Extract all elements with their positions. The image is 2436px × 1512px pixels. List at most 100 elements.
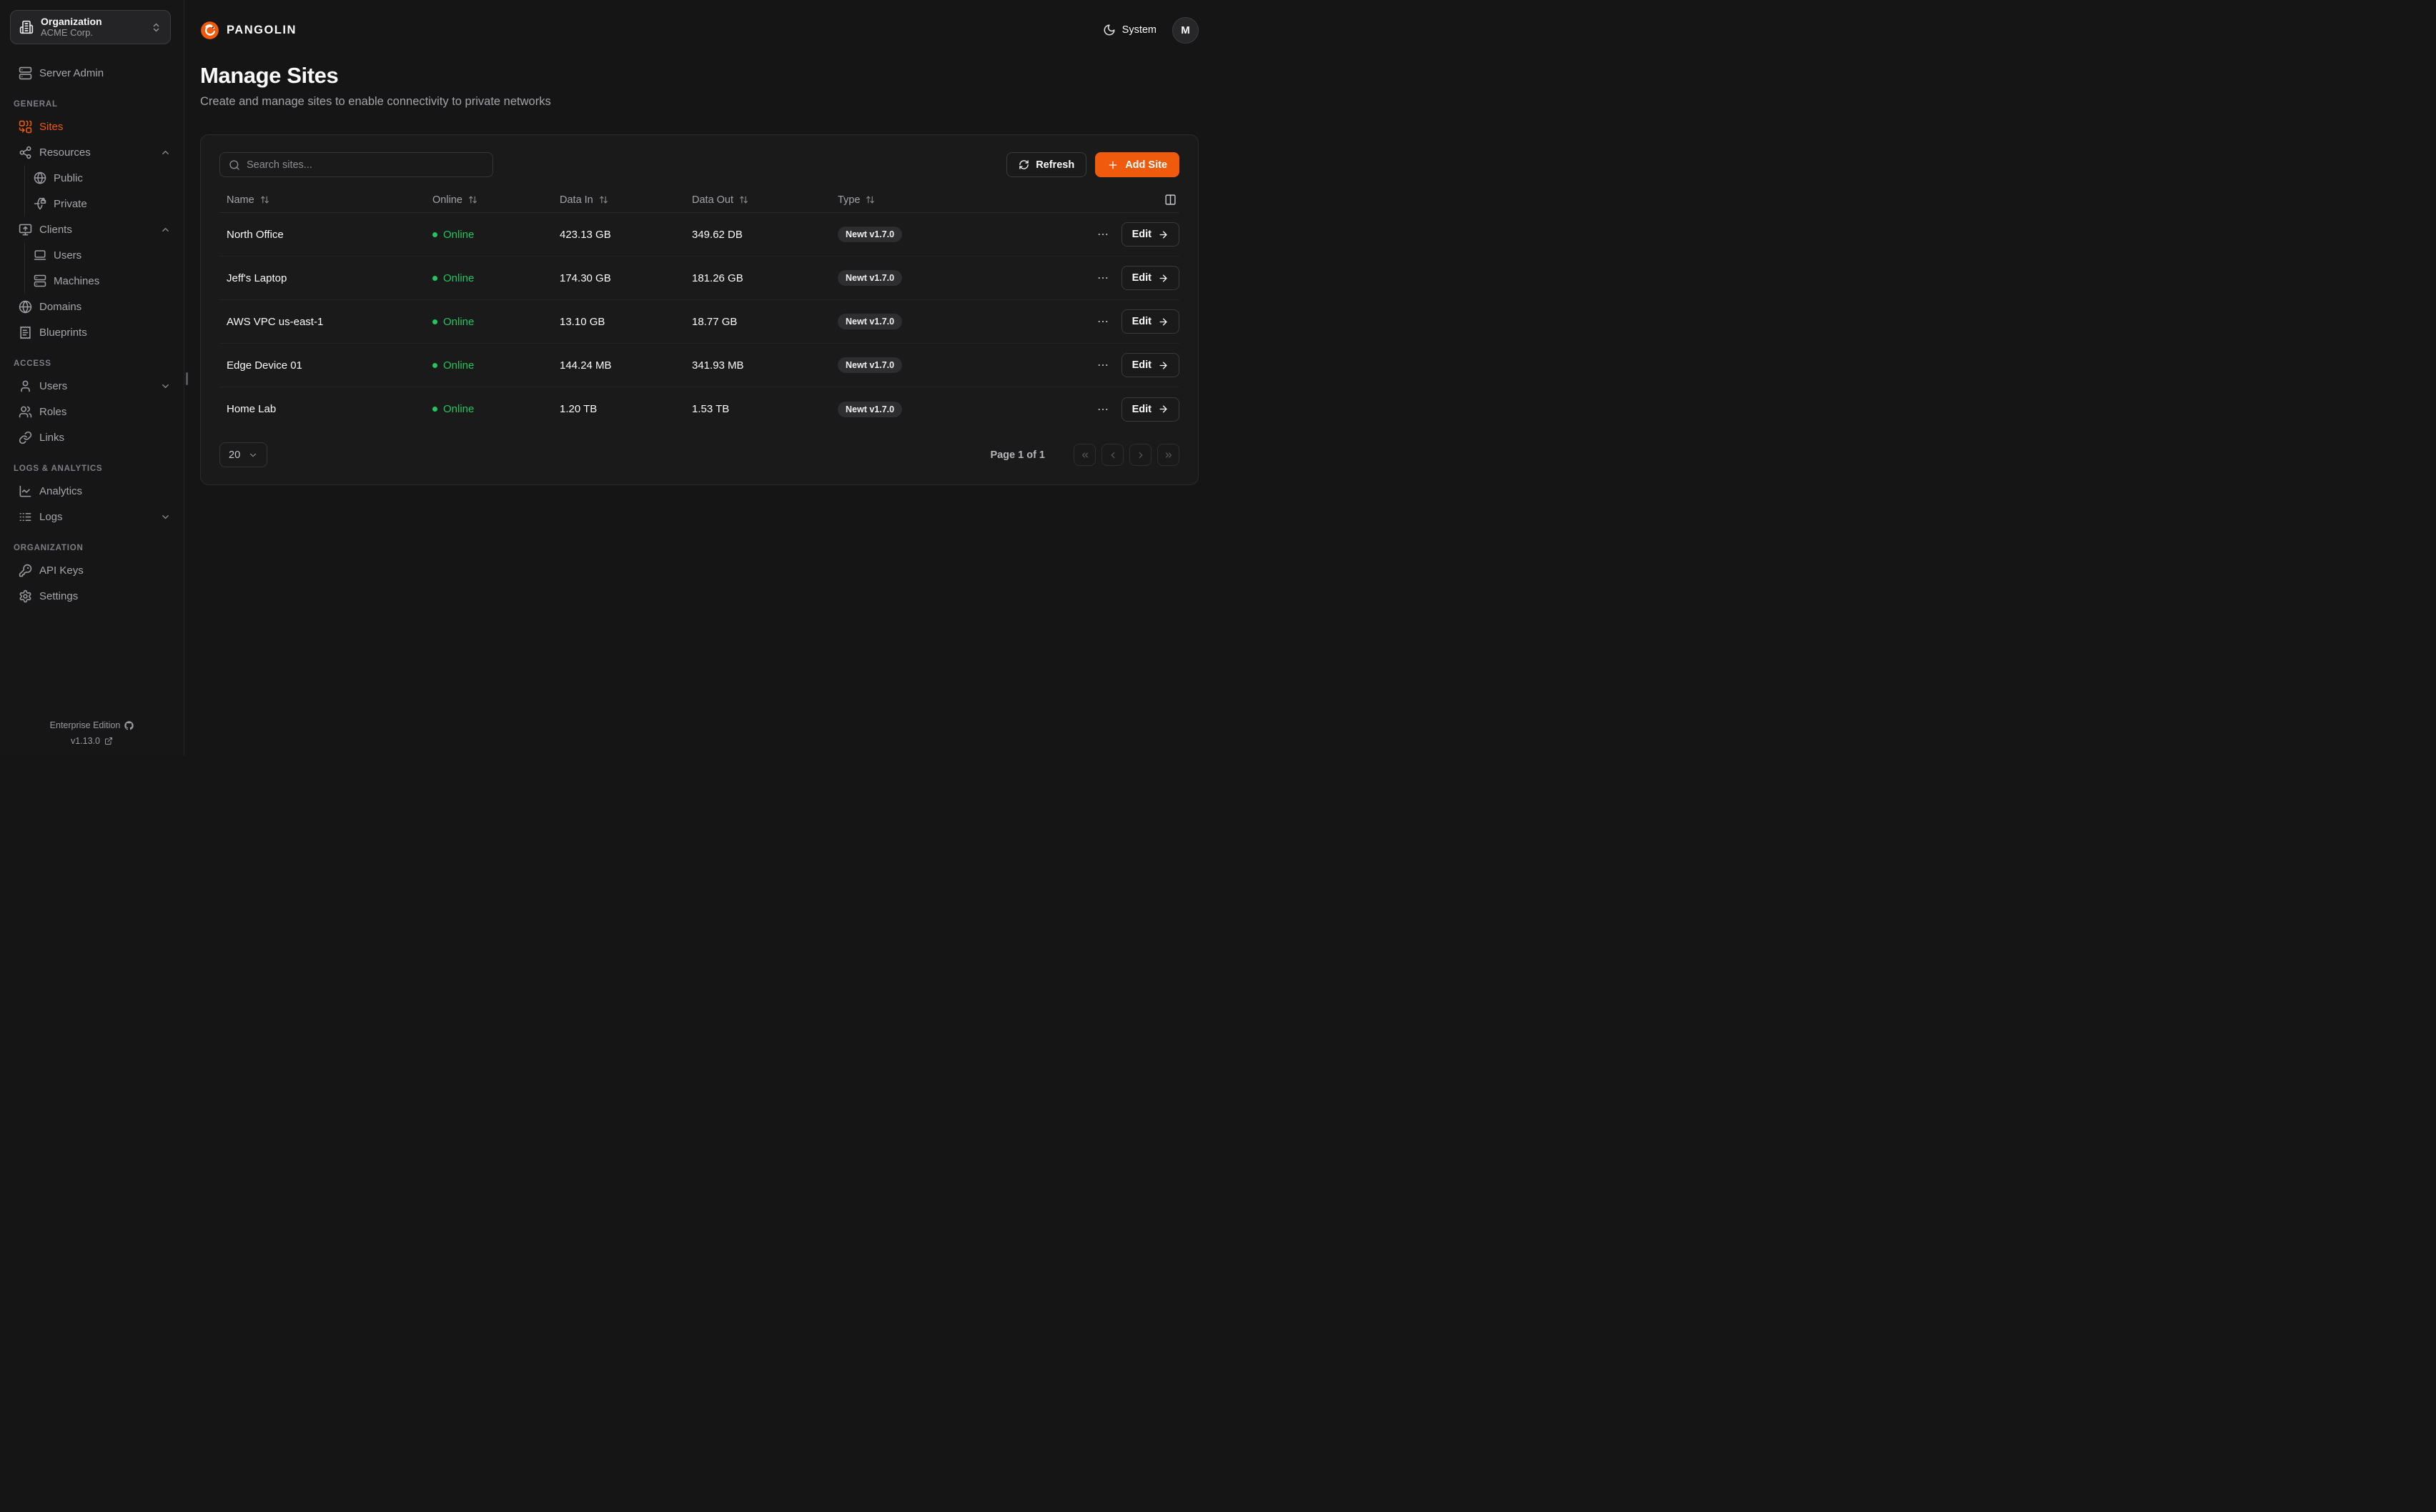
edit-button[interactable]: Edit xyxy=(1121,397,1179,422)
brand-name: PANGOLIN xyxy=(227,23,297,36)
search-input[interactable] xyxy=(247,159,484,171)
add-site-button[interactable]: Add Site xyxy=(1095,152,1179,177)
data-out-value: 349.62 DB xyxy=(692,228,743,241)
chevrons-up-down-icon xyxy=(151,22,162,33)
sort-data-out-button[interactable]: Data Out xyxy=(692,194,748,206)
data-out-value: 18.77 GB xyxy=(692,315,738,328)
sidebar: Organization ACME Corp. Server Admin GEN… xyxy=(0,0,184,756)
resources-icon xyxy=(19,146,32,159)
version-line[interactable]: v1.13.0 xyxy=(71,736,113,746)
sort-online-button[interactable]: Online xyxy=(432,194,477,206)
edit-button[interactable]: Edit xyxy=(1121,266,1179,290)
online-status: Online xyxy=(432,272,560,284)
more-options-button[interactable] xyxy=(1096,359,1109,372)
sort-type-button[interactable]: Type xyxy=(838,194,875,206)
sidebar-item-links[interactable]: Links xyxy=(0,424,184,450)
sidebar-item-settings[interactable]: Settings xyxy=(0,583,184,609)
moon-icon xyxy=(1103,24,1116,36)
last-page-button[interactable] xyxy=(1157,444,1179,466)
previous-page-button[interactable] xyxy=(1101,444,1124,466)
online-dot-icon xyxy=(432,319,437,324)
more-options-button[interactable] xyxy=(1096,272,1109,284)
globe-icon xyxy=(19,300,32,314)
org-selector[interactable]: Organization ACME Corp. xyxy=(10,10,171,44)
data-in-value: 13.10 GB xyxy=(560,315,605,328)
sidebar-item-label: Users xyxy=(54,249,82,262)
data-out-value: 341.93 MB xyxy=(692,359,744,372)
sidebar-item-clients[interactable]: Clients xyxy=(0,217,184,242)
sidebar-item-roles[interactable]: Roles xyxy=(0,399,184,424)
refresh-button[interactable]: Refresh xyxy=(1006,152,1087,177)
github-icon[interactable] xyxy=(124,721,134,730)
sort-icon xyxy=(599,195,608,204)
sidebar-item-sites[interactable]: Sites xyxy=(0,114,184,139)
next-page-button[interactable] xyxy=(1129,444,1152,466)
sidebar-item-label: Private xyxy=(54,197,87,210)
sort-icon xyxy=(739,195,748,204)
edit-button[interactable]: Edit xyxy=(1121,222,1179,247)
sidebar-footer: Enterprise Edition v1.13.0 xyxy=(0,720,184,756)
site-name: North Office xyxy=(227,228,284,241)
column-header-type: Type xyxy=(838,194,861,206)
data-out-value: 1.53 TB xyxy=(692,403,730,415)
section-label-access: ACCESS xyxy=(14,359,51,368)
sidebar-item-api-keys[interactable]: API Keys xyxy=(0,557,184,583)
column-header-data-in: Data In xyxy=(560,194,593,206)
edit-label: Edit xyxy=(1132,316,1152,327)
sidebar-item-private[interactable]: Private xyxy=(25,191,184,217)
data-in-value: 423.13 GB xyxy=(560,228,611,241)
section-label-organization: ORGANIZATION xyxy=(14,544,84,552)
sidebar-item-label: Domains xyxy=(39,300,82,313)
sort-name-button[interactable]: Name xyxy=(227,194,269,206)
sidebar-item-label: Clients xyxy=(39,223,72,236)
arrow-right-icon xyxy=(1158,317,1169,327)
site-name: Edge Device 01 xyxy=(227,359,302,372)
table-row: AWS VPC us-east-1 Online 13.10 GB 18.77 … xyxy=(219,300,1179,344)
sites-table: Name Online Data In xyxy=(219,187,1179,431)
server-icon xyxy=(34,274,46,287)
theme-toggle[interactable]: System xyxy=(1103,24,1157,36)
sidebar-item-domains[interactable]: Domains xyxy=(0,294,184,319)
more-options-button[interactable] xyxy=(1096,315,1109,328)
building-icon xyxy=(19,20,34,34)
org-selector-label: Organization xyxy=(41,16,102,28)
chevron-up-icon xyxy=(160,224,171,235)
page-size-select[interactable]: 20 xyxy=(219,442,267,467)
org-selector-value: ACME Corp. xyxy=(41,26,93,38)
sidebar-item-analytics[interactable]: Analytics xyxy=(0,478,184,504)
sort-data-in-button[interactable]: Data In xyxy=(560,194,608,206)
sidebar-item-server-admin[interactable]: Server Admin xyxy=(0,60,184,86)
avatar[interactable]: M xyxy=(1172,16,1199,44)
more-options-button[interactable] xyxy=(1096,403,1109,416)
brand[interactable]: PANGOLIN xyxy=(200,21,297,40)
type-badge: Newt v1.7.0 xyxy=(838,227,903,242)
section-label-general: GENERAL xyxy=(14,100,58,109)
sort-icon xyxy=(260,195,269,204)
sidebar-item-blueprints[interactable]: Blueprints xyxy=(0,319,184,345)
refresh-icon xyxy=(1019,159,1029,170)
online-label: Online xyxy=(443,272,475,284)
data-in-value: 174.30 GB xyxy=(560,272,611,284)
arrow-right-icon xyxy=(1158,229,1169,240)
sidebar-item-public[interactable]: Public xyxy=(25,165,184,191)
sidebar-scrollbar-thumb[interactable] xyxy=(186,372,188,385)
sidebar-item-users[interactable]: Users xyxy=(0,373,184,399)
online-dot-icon xyxy=(432,232,437,237)
search-box xyxy=(219,152,493,177)
sidebar-item-machines[interactable]: Machines xyxy=(25,268,184,294)
sidebar-item-clients-users[interactable]: Users xyxy=(25,242,184,268)
column-visibility-button[interactable] xyxy=(1164,194,1177,206)
sidebar-item-resources[interactable]: Resources xyxy=(0,139,184,165)
type-badge: Newt v1.7.0 xyxy=(838,314,903,329)
edit-label: Edit xyxy=(1132,359,1152,371)
sidebar-item-logs[interactable]: Logs xyxy=(0,504,184,529)
first-page-button[interactable] xyxy=(1074,444,1096,466)
more-options-button[interactable] xyxy=(1096,228,1109,241)
edit-button[interactable]: Edit xyxy=(1121,353,1179,377)
site-name: Home Lab xyxy=(227,403,277,415)
sidebar-item-label: Analytics xyxy=(39,484,83,497)
edit-button[interactable]: Edit xyxy=(1121,309,1179,334)
row-actions: Edit xyxy=(1096,397,1179,422)
sidebar-item-label: Roles xyxy=(39,405,67,418)
toolbar-actions: Refresh Add Site xyxy=(1006,152,1179,177)
